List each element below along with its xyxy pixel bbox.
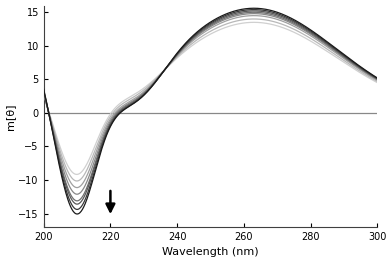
X-axis label: Wavelength (nm): Wavelength (nm) [162, 247, 259, 257]
Y-axis label: m[θ]: m[θ] [5, 103, 16, 130]
